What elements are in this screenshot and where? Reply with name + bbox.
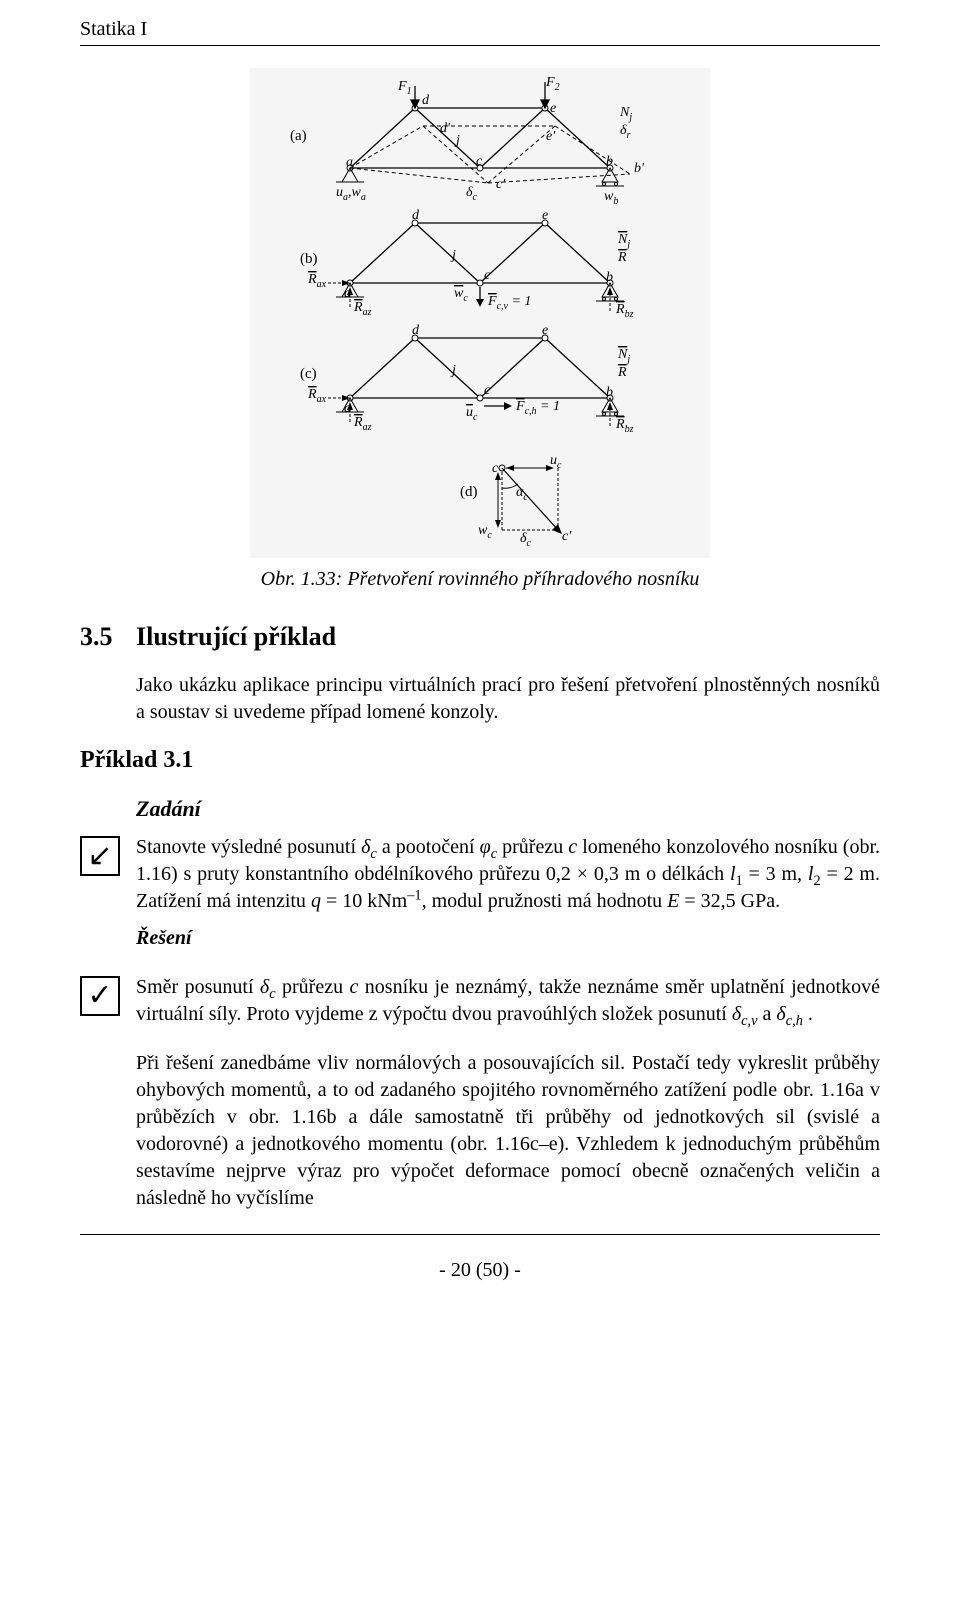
lbl-b-c: b	[606, 385, 613, 400]
lbl-e-c: e	[542, 323, 548, 338]
lbl-eprime: e′	[546, 129, 556, 144]
zadani-heading: Zadání	[136, 794, 880, 824]
section-number: 3.5	[80, 619, 136, 654]
lbl-a-b: a	[344, 286, 351, 301]
intro-paragraph: Jako ukázku aplikace principu virtuálníc…	[80, 672, 880, 726]
lbl-a-c: a	[344, 401, 351, 416]
reseni-p2: Při řešení zanedbáme vliv normálových a …	[136, 1050, 880, 1212]
section-title: Ilustrující příklad	[136, 622, 336, 651]
section-heading: 3.5Ilustrující příklad	[80, 619, 880, 654]
reseni-heading: Řešení	[136, 925, 880, 952]
panel-b-label: (b)	[300, 251, 318, 267]
lbl-bprime: b′	[634, 161, 645, 176]
page-number: - 20 (50) -	[80, 1257, 880, 1284]
figure-container: (a)	[80, 68, 880, 558]
lbl-cprime-d: c′	[562, 529, 572, 544]
lbl-e: e	[550, 101, 556, 116]
lbl-c-c: c	[484, 383, 491, 398]
figure-bg	[250, 68, 710, 558]
figure-caption: Obr. 1.33: Přetvoření rovinného příhrado…	[80, 566, 880, 593]
lbl-d-c: d	[412, 323, 420, 338]
arrow-marker-icon: ↙	[80, 836, 120, 876]
running-head: Statika I	[80, 16, 880, 43]
lbl-e-b: e	[542, 208, 548, 223]
lbl-b-b: b	[606, 270, 613, 285]
lbl-c: c	[476, 154, 483, 169]
lbl-dprime: d′	[440, 121, 451, 136]
panel-d-label: (d)	[460, 484, 478, 500]
check-marker-icon: ✓	[80, 976, 120, 1016]
lbl-Rb: R	[617, 250, 627, 265]
lbl-Rc: R	[617, 365, 627, 380]
lbl-c-b: c	[484, 268, 491, 283]
reseni-p1: Směr posunutí δc průřezu c nosníku je ne…	[136, 974, 880, 1028]
lbl-b: b	[606, 154, 613, 169]
panel-a-label: (a)	[290, 128, 307, 144]
figure-svg: (a)	[250, 68, 710, 558]
lbl-d: d	[422, 93, 430, 108]
top-rule	[80, 45, 880, 46]
zadani-text: Stanovte výsledné posunutí δc a pootočen…	[136, 834, 880, 915]
bottom-rule	[80, 1234, 880, 1235]
example-heading: Příklad 3.1	[80, 744, 880, 776]
lbl-cprime: c′	[496, 177, 506, 192]
lbl-d-b: d	[412, 208, 420, 223]
panel-c-label: (c)	[300, 366, 317, 382]
lbl-a: a	[346, 155, 353, 170]
